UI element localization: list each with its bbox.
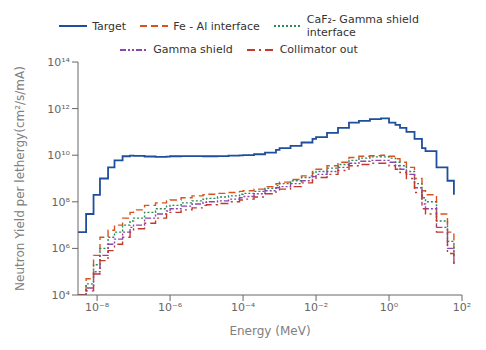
svg-text:10⁶: 10⁶ [52,242,71,255]
svg-text:Energy (MeV): Energy (MeV) [229,324,310,338]
html-text:Gamma shield: Gamma shield [153,43,233,56]
svg-text:10⁰: 10⁰ [380,301,399,314]
svg-text:10⁻²: 10⁻² [304,301,328,314]
html-text:Target: Target [92,19,127,33]
svg-text:Neutron Yield per lethergy(cm²: Neutron Yield per lethergy(cm²/s/mA) [13,66,27,291]
svg-text:10⁴: 10⁴ [52,289,71,302]
svg-text:10²: 10² [453,301,471,314]
html-text:CaF₂- Gamma shield interface: CaF₂- Gamma shield interface [306,13,419,39]
html-text:Collimator out: Collimator out [279,43,358,56]
svg-text:10⁻⁶: 10⁻⁶ [158,301,183,314]
svg-text:10¹²: 10¹² [47,103,70,116]
html-text:Fe - Al interface: Fe - Al interface [173,19,260,33]
svg-text:10¹⁴: 10¹⁴ [47,56,70,69]
svg-text:10¹⁰: 10¹⁰ [47,149,70,162]
svg-text:10⁻⁴: 10⁻⁴ [231,301,256,314]
svg-text:10⁻⁸: 10⁻⁸ [85,301,110,314]
svg-text:10⁸: 10⁸ [52,196,71,209]
